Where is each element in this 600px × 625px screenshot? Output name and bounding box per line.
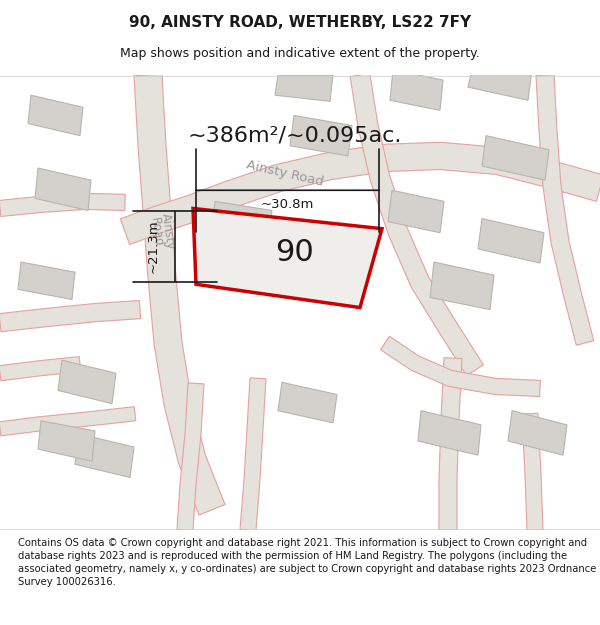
Polygon shape: [58, 360, 116, 404]
Polygon shape: [430, 262, 494, 309]
Polygon shape: [278, 382, 337, 423]
Polygon shape: [134, 74, 225, 515]
Polygon shape: [388, 190, 444, 232]
Polygon shape: [0, 193, 125, 216]
Polygon shape: [536, 74, 594, 345]
Polygon shape: [522, 413, 543, 530]
Polygon shape: [35, 168, 91, 211]
Text: ~386m²/~0.095ac.: ~386m²/~0.095ac.: [188, 126, 402, 146]
Text: 90: 90: [275, 238, 314, 267]
Polygon shape: [0, 407, 136, 436]
Polygon shape: [177, 383, 204, 531]
Polygon shape: [18, 262, 75, 299]
Polygon shape: [439, 357, 462, 530]
Polygon shape: [0, 357, 81, 381]
Text: Ainsty Road: Ainsty Road: [245, 158, 325, 188]
Polygon shape: [193, 209, 382, 308]
Polygon shape: [290, 116, 352, 156]
Polygon shape: [121, 142, 600, 244]
Text: ~21.3m: ~21.3m: [146, 219, 160, 273]
Polygon shape: [478, 219, 544, 263]
Text: 90, AINSTY ROAD, WETHERBY, LS22 7FY: 90, AINSTY ROAD, WETHERBY, LS22 7FY: [129, 15, 471, 30]
Polygon shape: [210, 201, 272, 251]
Polygon shape: [350, 73, 484, 376]
Polygon shape: [275, 75, 333, 101]
Polygon shape: [38, 421, 95, 461]
Polygon shape: [380, 336, 541, 396]
Polygon shape: [390, 70, 443, 111]
Polygon shape: [468, 70, 532, 100]
Polygon shape: [28, 95, 83, 136]
Polygon shape: [418, 411, 481, 455]
Polygon shape: [0, 301, 140, 332]
Polygon shape: [508, 411, 567, 455]
Polygon shape: [482, 136, 549, 180]
Polygon shape: [240, 378, 266, 531]
Text: Map shows position and indicative extent of the property.: Map shows position and indicative extent…: [120, 48, 480, 61]
Text: Contains OS data © Crown copyright and database right 2021. This information is : Contains OS data © Crown copyright and d…: [18, 538, 596, 588]
Text: Ainsty
Road: Ainsty Road: [147, 212, 177, 252]
Text: ~30.8m: ~30.8m: [261, 198, 314, 211]
Polygon shape: [75, 434, 134, 478]
